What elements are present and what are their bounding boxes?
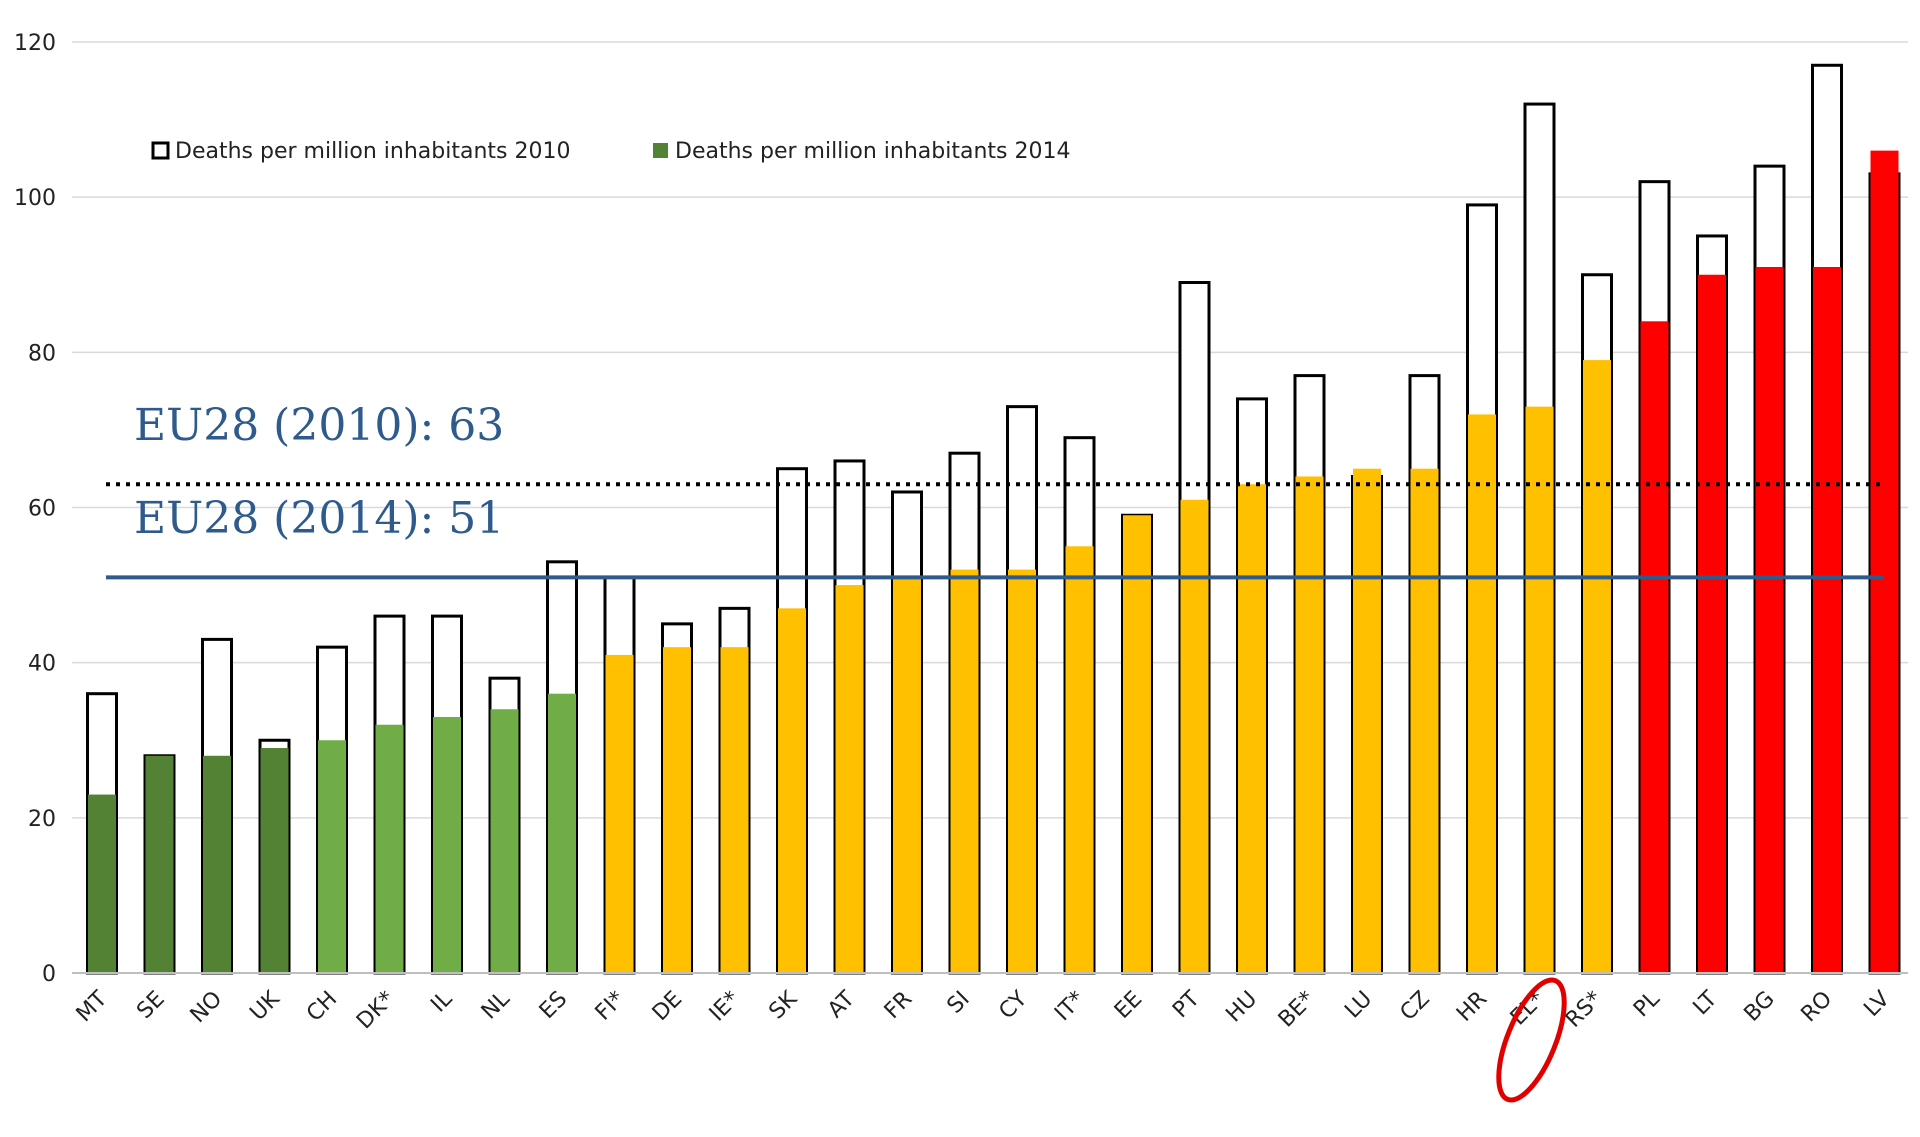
y-tick-label: 20 [28, 807, 56, 832]
bar-2014 [1180, 499, 1209, 973]
x-tick-label: HU [1221, 987, 1262, 1028]
x-tick-label: SE [132, 987, 169, 1024]
bar-2014 [1123, 515, 1151, 973]
bar-2014 [433, 716, 461, 973]
x-tick-label: RO [1797, 987, 1838, 1028]
bar-2014 [835, 585, 864, 973]
x-tick-label: AT [823, 986, 860, 1023]
x-tick-label: CZ [1396, 987, 1435, 1026]
bar-2014 [260, 748, 289, 973]
highlight-circle [1496, 977, 1567, 1103]
x-tick-label: CH [302, 987, 342, 1027]
bar-2014 [663, 647, 691, 973]
reference-lines [106, 482, 1884, 580]
highlight-ellipse [1496, 977, 1567, 1103]
legend-label-2010: Deaths per million inhabitants 2010 [175, 139, 570, 164]
bar-2014 [145, 755, 174, 973]
legend-swatch-2010 [151, 141, 170, 160]
legend-swatch-2014 [653, 143, 668, 158]
eu28-2010-label: EU28 (2010): 63 [134, 400, 504, 451]
x-tick-label: BG [1740, 987, 1780, 1027]
x-tick-label: FR [880, 987, 917, 1024]
x-tick-label: CY [994, 986, 1032, 1024]
x-tick-label: EE [1110, 987, 1147, 1024]
bar-2014 [1410, 468, 1439, 973]
x-tick-label: SK [764, 986, 802, 1024]
y-tick-label: 120 [14, 31, 56, 56]
bar-2014 [1640, 321, 1669, 973]
bar-2014 [1698, 274, 1726, 973]
y-tick-label: 100 [14, 186, 56, 211]
x-tick-label: RS* [1561, 987, 1607, 1033]
bar-2014 [1468, 414, 1496, 973]
x-tick-label: MT [72, 986, 113, 1027]
bar-2014 [1008, 569, 1036, 973]
bar-2014 [893, 577, 921, 973]
x-tick-label: PL [1629, 986, 1665, 1022]
x-tick-label: PT [1168, 986, 1205, 1023]
y-axis-tick-labels: 0 20 40 60 80 100 120 [14, 31, 56, 987]
bar-2014 [1755, 266, 1784, 973]
bar-2014 [318, 740, 346, 973]
y-tick-label: 0 [42, 962, 56, 987]
bar-2014 [1295, 476, 1324, 973]
x-tick-label: LV [1859, 987, 1894, 1022]
x-tick-label: UK [245, 986, 285, 1026]
x-tick-label: HR [1452, 987, 1492, 1027]
x-tick-label: NL [477, 986, 516, 1025]
x-axis-category-labels: MT SE NO UK CH DK* IL NL ES FI* DE IE* SK AT FR SI CY IT*… [72, 986, 1895, 1034]
bar-2014 [605, 654, 634, 973]
bar-2014 [720, 647, 749, 973]
x-tick-label: IT* [1050, 987, 1090, 1027]
bar-2014 [1353, 468, 1381, 973]
bar-2014 [88, 794, 116, 973]
bar-2014 [1583, 360, 1611, 973]
x-tick-label: DE [648, 987, 687, 1026]
bar-2014 [1813, 266, 1841, 973]
bar-2014 [1238, 484, 1266, 973]
x-tick-label: LU [1340, 987, 1377, 1024]
bar-2014 [950, 569, 979, 973]
x-tick-label: NO [186, 987, 228, 1029]
x-tick-label: SI [943, 987, 975, 1019]
x-tick-label: ES [535, 987, 572, 1024]
bar-2014 [1525, 406, 1554, 973]
bar-2014 [778, 608, 806, 973]
bars-2014 [88, 150, 1899, 973]
y-tick-label: 60 [28, 497, 56, 522]
y-tick-label: 80 [28, 341, 56, 366]
legend: Deaths per million inhabitants 2010 Deat… [151, 139, 1070, 164]
x-tick-label: IL [426, 986, 457, 1017]
bar-2014 [548, 693, 576, 973]
bar-2014 [203, 755, 231, 973]
x-tick-label: IE* [705, 987, 745, 1027]
bar-2014 [375, 724, 404, 973]
bar-2014 [490, 709, 519, 973]
bar-2014 [1065, 546, 1094, 973]
x-tick-label: BE* [1274, 987, 1320, 1033]
y-tick-label: 40 [28, 652, 56, 677]
x-tick-label: LT [1689, 986, 1723, 1020]
eu28-2014-label: EU28 (2014): 51 [134, 493, 504, 544]
legend-label-2014: Deaths per million inhabitants 2014 [675, 139, 1070, 164]
bar-2014 [1870, 150, 1899, 973]
x-tick-label: DK* [352, 987, 400, 1035]
x-tick-label: FI* [591, 987, 630, 1026]
